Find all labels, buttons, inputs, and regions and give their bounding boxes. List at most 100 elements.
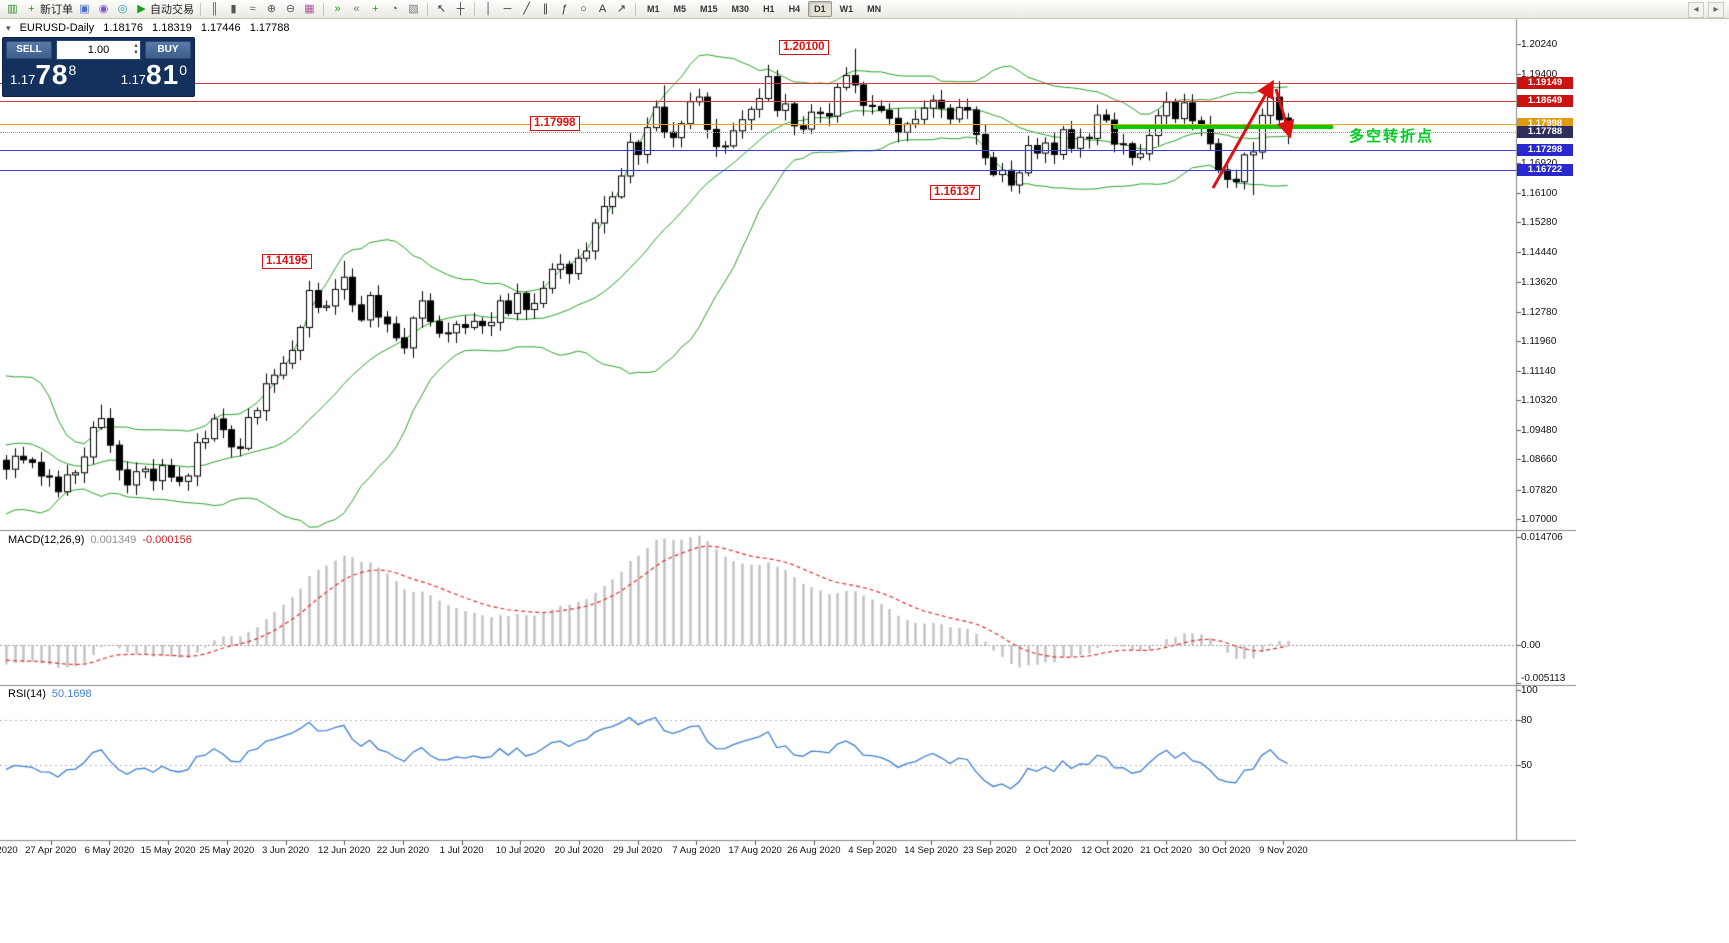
trend-arrow-up[interactable] bbox=[1211, 79, 1274, 189]
price-scale-label: 1.11960 bbox=[1521, 336, 1557, 348]
chart-window-icon: ▥ bbox=[7, 2, 18, 15]
x-axis-date-label: 7 Aug 2020 bbox=[672, 845, 721, 856]
tf-d1[interactable]: D1 bbox=[808, 1, 832, 17]
price-scale-label: 1.20240 bbox=[1521, 39, 1558, 50]
arrows-icon[interactable]: ↗ bbox=[612, 1, 631, 17]
x-axis-date-label: 12 Jun 2020 bbox=[318, 845, 371, 856]
bar-chart-icon: ║ bbox=[210, 2, 219, 15]
bar-chart-icon[interactable]: ║ bbox=[205, 1, 224, 17]
chart-profiles-icon[interactable]: ▣ bbox=[75, 1, 94, 17]
x-axis-date-label: 30 Oct 2020 bbox=[1198, 845, 1251, 856]
x-axis-date-label: 3 Jun 2020 bbox=[261, 845, 310, 856]
price-scale-label: 1.15280 bbox=[1521, 216, 1558, 228]
tf-h1[interactable]: H1 bbox=[763, 4, 775, 14]
annotation-note-text[interactable]: 多空转折点 bbox=[1349, 128, 1435, 145]
tf-m5[interactable]: M5 bbox=[673, 4, 687, 14]
macd-signal-value: -0.000156 bbox=[142, 534, 192, 546]
x-axis-date-label: 29 Jul 2020 bbox=[613, 845, 663, 856]
support-line-segment[interactable] bbox=[1113, 125, 1333, 129]
chart-shift-icon[interactable]: « bbox=[347, 1, 366, 17]
buy-price-small: 1.17 bbox=[120, 72, 147, 87]
market-watch-icon[interactable]: ◎ bbox=[113, 1, 132, 17]
x-axis-date-label: 15 May 2020 bbox=[140, 845, 196, 856]
x-axis-date-label: 27 Apr 2020 bbox=[25, 845, 77, 856]
indicators-icon[interactable]: + bbox=[366, 1, 385, 17]
horizontal-line-object[interactable] bbox=[0, 124, 1516, 125]
text-icon[interactable]: A bbox=[593, 1, 612, 17]
horizontal-line-icon[interactable]: ─ bbox=[498, 1, 517, 17]
volume-spinner[interactable]: ▲ ▼ bbox=[133, 41, 139, 59]
price-scale-label: 1.12780 bbox=[1521, 306, 1558, 318]
fibonacci-icon[interactable]: ƒ bbox=[555, 1, 574, 17]
chart-window-icon[interactable]: ▥ bbox=[3, 1, 22, 17]
horizontal-line-object[interactable] bbox=[0, 83, 1516, 84]
horizontal-line-object[interactable] bbox=[0, 150, 1516, 151]
one-click-collapse-icon[interactable]: ▾ bbox=[6, 23, 11, 33]
macd-scale-label: 0.014706 bbox=[1521, 532, 1563, 544]
cursor-icon[interactable]: ↖ bbox=[432, 1, 451, 17]
volume-down-icon[interactable]: ▼ bbox=[133, 50, 139, 56]
new-order-button[interactable]: + 新订单 bbox=[22, 1, 75, 17]
ohlc-high: 1.18319 bbox=[152, 22, 192, 34]
autotrading-button[interactable]: ▶ 自动交易 bbox=[132, 1, 196, 17]
tf-m30[interactable]: M30 bbox=[731, 4, 750, 14]
tf-mn[interactable]: MN bbox=[867, 4, 882, 14]
price-callout-label[interactable]: 1.17998 bbox=[530, 116, 580, 131]
tf-m1[interactable]: M1 bbox=[647, 4, 660, 14]
shapes-icon[interactable]: ○ bbox=[574, 1, 593, 17]
trend-arrows[interactable] bbox=[1180, 60, 1320, 200]
crosshair-icon[interactable]: ┼ bbox=[451, 1, 470, 17]
vertical-line-icon[interactable]: │ bbox=[479, 1, 498, 17]
volume-input[interactable]: 1.00 ▲ ▼ bbox=[56, 40, 141, 60]
alerts-icon[interactable]: ◉ bbox=[94, 1, 113, 17]
ohlc-open: 1.18176 bbox=[103, 22, 143, 34]
macd-scale-label: -0.005113 bbox=[1521, 673, 1566, 684]
zoom-in-icon[interactable]: ⊕ bbox=[262, 1, 281, 17]
price-scale-label: 1.09480 bbox=[1521, 425, 1558, 437]
x-axis-date-label: 9 Nov 2020 bbox=[1259, 845, 1308, 856]
horizontal-line-object[interactable] bbox=[0, 101, 1516, 102]
rsi-scale-label: 80 bbox=[1521, 715, 1533, 726]
chart-ohlc-title: ▾ EURUSD-Daily 1.18176 1.18319 1.17446 1… bbox=[6, 22, 295, 34]
toolbar-separator bbox=[200, 2, 201, 16]
price-tag: 1.16722 bbox=[1517, 164, 1573, 177]
buy-price[interactable]: 1.17 81 0 bbox=[121, 60, 187, 90]
volume-up-icon[interactable]: ▲ bbox=[133, 43, 139, 49]
tf-h4[interactable]: H4 bbox=[788, 4, 801, 14]
channel-icon[interactable]: ∥ bbox=[536, 1, 555, 17]
price-callout-label[interactable]: 1.14195 bbox=[262, 254, 312, 269]
price-scale-label: 1.14440 bbox=[1521, 247, 1558, 259]
sell-button[interactable]: SELL bbox=[6, 41, 52, 59]
sell-price[interactable]: 1.17 78 8 bbox=[10, 60, 76, 90]
periods-icon[interactable]: ◔ bbox=[385, 1, 404, 17]
price-callout-label[interactable]: 1.20100 bbox=[779, 40, 829, 55]
ohlc-low: 1.17446 bbox=[200, 22, 241, 34]
toolbar-overflow-right-icon[interactable]: ▸ bbox=[1708, 2, 1724, 18]
toolbar-separator bbox=[323, 2, 324, 16]
buy-button[interactable]: BUY bbox=[145, 41, 191, 59]
zoom-out-icon: ⊖ bbox=[285, 2, 296, 15]
line-chart-icon[interactable]: ≈ bbox=[243, 1, 262, 17]
horizontal-line-object[interactable] bbox=[0, 170, 1516, 171]
symbol-period-label: EURUSD-Daily bbox=[19, 22, 95, 34]
new-order-icon: + bbox=[28, 2, 35, 15]
templates-icon: ▧ bbox=[408, 2, 419, 15]
price-scale-label: 1.08660 bbox=[1521, 454, 1558, 466]
price-callout-label[interactable]: 1.16137 bbox=[930, 185, 980, 200]
buy-price-sup: 0 bbox=[179, 62, 187, 78]
zoom-out-icon[interactable]: ⊖ bbox=[281, 1, 300, 17]
tf-w1[interactable]: W1 bbox=[839, 4, 854, 14]
trend-arrow-down[interactable] bbox=[1274, 88, 1295, 139]
auto-scroll-icon[interactable]: » bbox=[328, 1, 347, 17]
tile-windows-icon[interactable]: ▦ bbox=[300, 1, 319, 17]
templates-icon[interactable]: ▧ bbox=[404, 1, 423, 17]
arrows-icon: ↗ bbox=[616, 2, 627, 15]
trendline-icon[interactable]: ╱ bbox=[517, 1, 536, 17]
tf-m15[interactable]: M15 bbox=[700, 4, 718, 14]
candlestick-chart-icon[interactable]: ▮ bbox=[224, 1, 243, 17]
autotrading-button-label: 自动交易 bbox=[150, 4, 194, 16]
price-scale-label: 1.07000 bbox=[1521, 514, 1558, 526]
toolbar-overflow-left-icon[interactable]: ◂ bbox=[1688, 2, 1704, 18]
trendline-icon: ╱ bbox=[523, 2, 530, 15]
